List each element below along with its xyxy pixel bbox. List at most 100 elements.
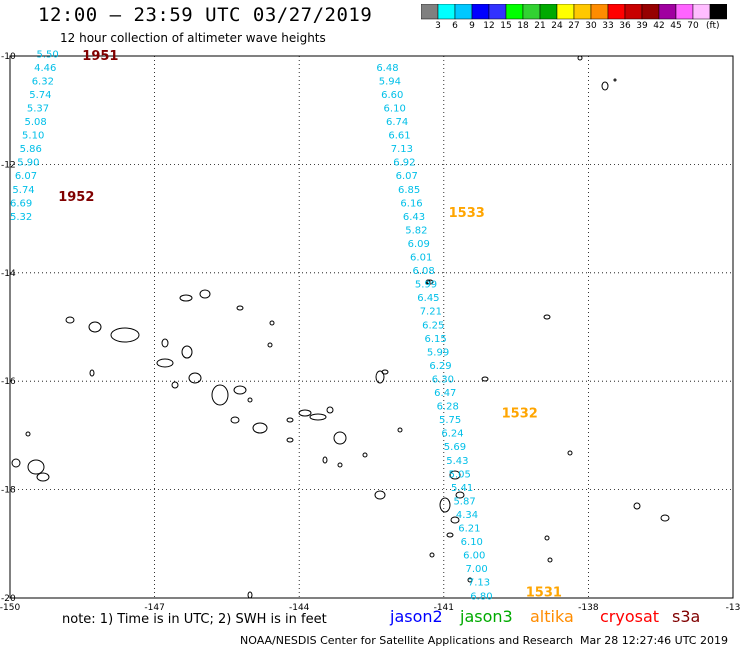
island-outline: [298, 409, 312, 417]
wave-height-label: 5.86: [20, 144, 42, 155]
island-outline: [211, 384, 229, 406]
wave-height-label: 5.10: [22, 131, 44, 142]
island-outline: [544, 535, 550, 541]
island-outline: [199, 289, 211, 299]
satellite-legend-s3a: s3a: [672, 607, 701, 626]
island-outline: [188, 372, 202, 384]
island-outline: [247, 591, 253, 599]
x-tick-label: -150: [0, 603, 20, 613]
colorbar-label: 3: [435, 21, 441, 31]
island-outline: [381, 369, 389, 375]
wave-height-label: 6.32: [32, 76, 54, 87]
pass-time-label: 1532: [502, 407, 538, 422]
island-outline: [25, 431, 31, 437]
wave-height-label: 5.99: [415, 280, 437, 291]
colorbar-label: 42: [653, 21, 665, 31]
wave-height-label: 6.69: [10, 198, 32, 209]
x-tick-label: -141: [434, 603, 454, 613]
wave-height-label: 5.75: [439, 415, 461, 426]
island-outline: [309, 413, 327, 421]
island-outline: [337, 462, 343, 468]
island-outline: [660, 514, 670, 522]
satellite-legend-altika: altika: [530, 607, 574, 626]
colorbar-label: 6: [452, 21, 458, 31]
island-outline: [322, 456, 328, 464]
map-frame: [9, 55, 734, 599]
pass-time-label: 1951: [82, 49, 118, 64]
wave-height-label: 7.13: [391, 144, 413, 155]
wave-height-label: 6.80: [470, 591, 492, 602]
island-outline: [547, 557, 553, 563]
wave-height-label: 6.08: [412, 266, 434, 277]
island-outline: [11, 458, 21, 468]
island-outline: [161, 338, 169, 348]
y-tick-label: -20: [1, 594, 16, 604]
wave-height-label: 5.32: [10, 212, 32, 223]
island-outline: [613, 78, 617, 82]
y-tick-label: -12: [1, 160, 16, 170]
island-outline: [110, 327, 140, 343]
wave-height-label: 6.60: [381, 90, 403, 101]
y-tick-label: -18: [1, 486, 16, 496]
wave-height-label: 6.92: [393, 158, 415, 169]
x-tick-label: -13: [726, 603, 740, 613]
footer-timestamp: Mar 28 12:27:46 UTC 2019: [580, 634, 728, 647]
wave-height-label: 6.24: [441, 429, 463, 440]
colorbar-label: 21: [534, 21, 546, 31]
wave-height-label: 4.34: [456, 510, 478, 521]
island-outline: [233, 385, 247, 395]
island-outline: [267, 342, 273, 348]
wave-height-label: 6.74: [386, 117, 408, 128]
island-outline: [426, 279, 434, 285]
colorbar-unit: (ft): [706, 21, 720, 31]
map-title: 12:00 – 23:59 UTC 03/27/2019: [38, 4, 373, 26]
wave-height-label: 6.61: [388, 131, 410, 142]
colorbar-label: 30: [585, 21, 597, 31]
satellite-legend-cryosat: cryosat: [600, 607, 660, 626]
wave-height-label: 5.08: [24, 117, 46, 128]
colorbar-label: 18: [517, 21, 529, 31]
wave-height-label: 5.90: [17, 158, 39, 169]
island-outline: [181, 345, 193, 359]
colorbar-label: 45: [670, 21, 682, 31]
colorbar-label: 24: [551, 21, 563, 31]
wave-height-label: 7.00: [465, 564, 487, 575]
island-outline: [269, 320, 275, 326]
island-outline: [449, 470, 461, 480]
wave-height-label: 5.41: [451, 483, 473, 494]
wave-height-label: 5.50: [37, 49, 59, 60]
colorbar-label: 12: [483, 21, 495, 31]
satellite-legend-jason2: jason2: [390, 607, 443, 626]
island-outline: [375, 370, 385, 384]
wave-height-label: 7.13: [468, 578, 490, 589]
island-outline: [156, 358, 174, 368]
wave-height-label: 6.30: [432, 374, 454, 385]
wave-height-label: 5.43: [446, 456, 468, 467]
island-outline: [397, 427, 403, 433]
island-outline: [577, 55, 583, 61]
wave-height-label: 5.05: [449, 469, 471, 480]
wave-height-label: 5.99: [427, 347, 449, 358]
island-outline: [36, 472, 50, 482]
wave-height-label: 4.46: [34, 63, 56, 74]
island-outline: [286, 417, 294, 423]
island-outline: [455, 491, 465, 499]
wave-height-label: 5.82: [405, 225, 427, 236]
island-outline: [439, 497, 451, 513]
island-outline: [179, 294, 193, 302]
wave-height-label: 5.87: [453, 496, 475, 507]
wave-height-label: 6.47: [434, 388, 456, 399]
island-outline: [374, 490, 386, 500]
y-tick-label: -14: [1, 269, 16, 279]
colorbar: [421, 4, 727, 20]
island-outline: [633, 502, 641, 510]
island-outline: [65, 316, 75, 324]
wave-height-label: 6.25: [422, 320, 444, 331]
wave-height-label: 6.43: [403, 212, 425, 223]
colorbar-label: 33: [602, 21, 614, 31]
footer-note: note: 1) Time is in UTC; 2) SWH is in fe…: [62, 612, 327, 627]
wave-height-label: 5.37: [27, 103, 49, 114]
satellite-legend-jason3: jason3: [460, 607, 513, 626]
